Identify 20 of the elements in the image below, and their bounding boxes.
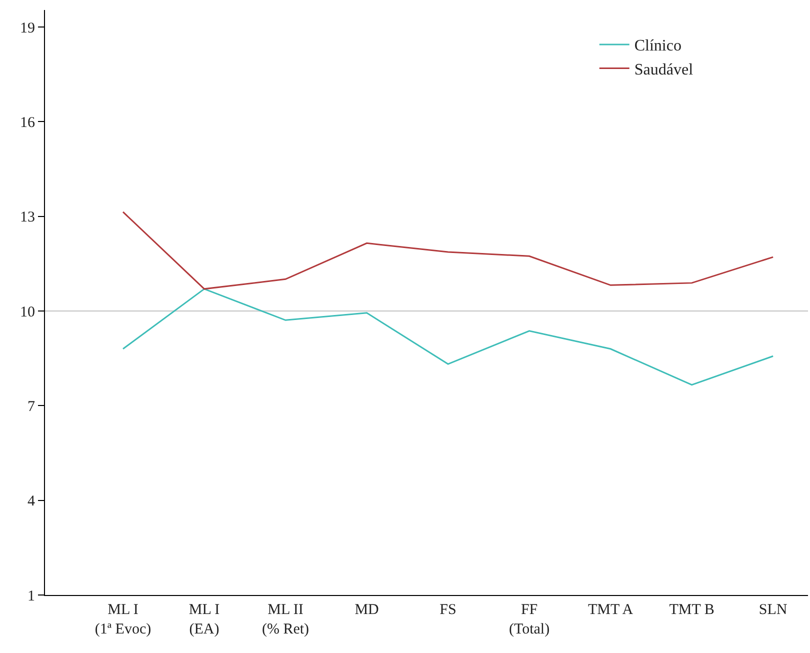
line-series [122,288,774,386]
x-tick-label: FF (Total) [508,602,550,638]
y-tick-label: 1 [28,588,35,604]
x-tick-label: ML II (% Ret) [262,602,310,638]
x-tick-label: FS [440,602,456,618]
x-tick-label: TMT A [588,602,634,618]
x-tick-label: SLN [758,602,788,618]
line-series [122,211,774,290]
y-tick-label: 13 [20,210,35,226]
legend-label: Saudável [634,61,694,78]
x-tick-label: TMT B [669,602,714,618]
x-tick-label: ML I (EA) [188,602,220,638]
x-tick-label: MD [354,602,380,618]
y-tick-label: 19 [20,20,35,36]
y-tick-label: 7 [28,398,36,415]
x-tick-label: ML I (1ª Evoc) [94,602,152,638]
y-tick-label: 10 [20,304,35,320]
y-tick-label: 16 [20,114,36,131]
y-tick-label: 4 [28,494,36,510]
legend-label: Clínico [634,38,682,55]
